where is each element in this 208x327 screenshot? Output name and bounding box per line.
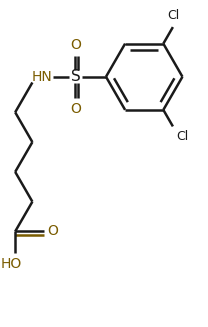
Text: O: O bbox=[48, 225, 59, 238]
Text: HO: HO bbox=[1, 257, 22, 271]
Text: Cl: Cl bbox=[168, 9, 180, 22]
Text: Cl: Cl bbox=[176, 130, 188, 143]
Text: S: S bbox=[71, 69, 80, 84]
Text: HN: HN bbox=[32, 70, 52, 84]
Text: O: O bbox=[70, 38, 81, 52]
Text: O: O bbox=[70, 102, 81, 116]
